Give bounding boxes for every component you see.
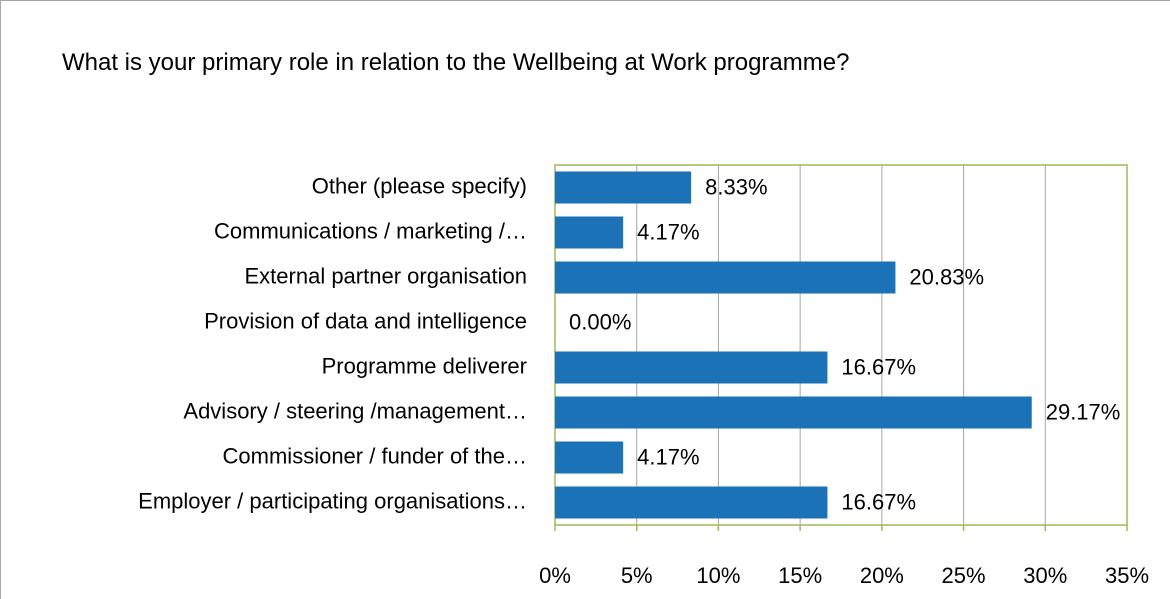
bar xyxy=(555,486,828,519)
data-label: 4.17% xyxy=(637,444,699,469)
data-label: 16.67% xyxy=(841,354,916,379)
y-tick-label: Programme deliverer xyxy=(322,353,527,378)
x-tick-label: 15% xyxy=(778,563,822,588)
bar xyxy=(555,216,624,249)
data-label: 4.17% xyxy=(637,219,699,244)
bar xyxy=(555,261,896,294)
data-label: 16.67% xyxy=(841,489,916,514)
y-tick-label: Communications / marketing /… xyxy=(214,218,527,243)
y-tick-label: Advisory / steering /management… xyxy=(183,398,527,423)
data-label: 0.00% xyxy=(569,309,631,334)
data-label: 8.33% xyxy=(705,174,767,199)
bar xyxy=(555,441,624,474)
x-tick-label: 0% xyxy=(539,563,571,588)
bar xyxy=(555,171,692,204)
x-tick-label: 25% xyxy=(942,563,986,588)
x-tick-label: 10% xyxy=(696,563,740,588)
y-tick-label: Commissioner / funder of the… xyxy=(223,443,527,468)
x-tick-label: 20% xyxy=(860,563,904,588)
plot-border xyxy=(554,164,1128,526)
bar xyxy=(555,396,1032,429)
chart-title: What is your primary role in relation to… xyxy=(62,49,850,76)
y-tick-label: Other (please specify) xyxy=(312,173,527,198)
x-tick-label: 5% xyxy=(621,563,653,588)
x-tick-label: 30% xyxy=(1023,563,1067,588)
data-label: 20.83% xyxy=(909,264,984,289)
data-label: 29.17% xyxy=(1046,399,1121,424)
y-tick-label: Employer / participating organisations… xyxy=(138,488,527,513)
bar xyxy=(555,351,828,384)
y-tick-label: Provision of data and intelligence xyxy=(204,308,527,333)
x-tick-label: 35% xyxy=(1105,563,1149,588)
y-tick-label: External partner organisation xyxy=(245,263,528,288)
